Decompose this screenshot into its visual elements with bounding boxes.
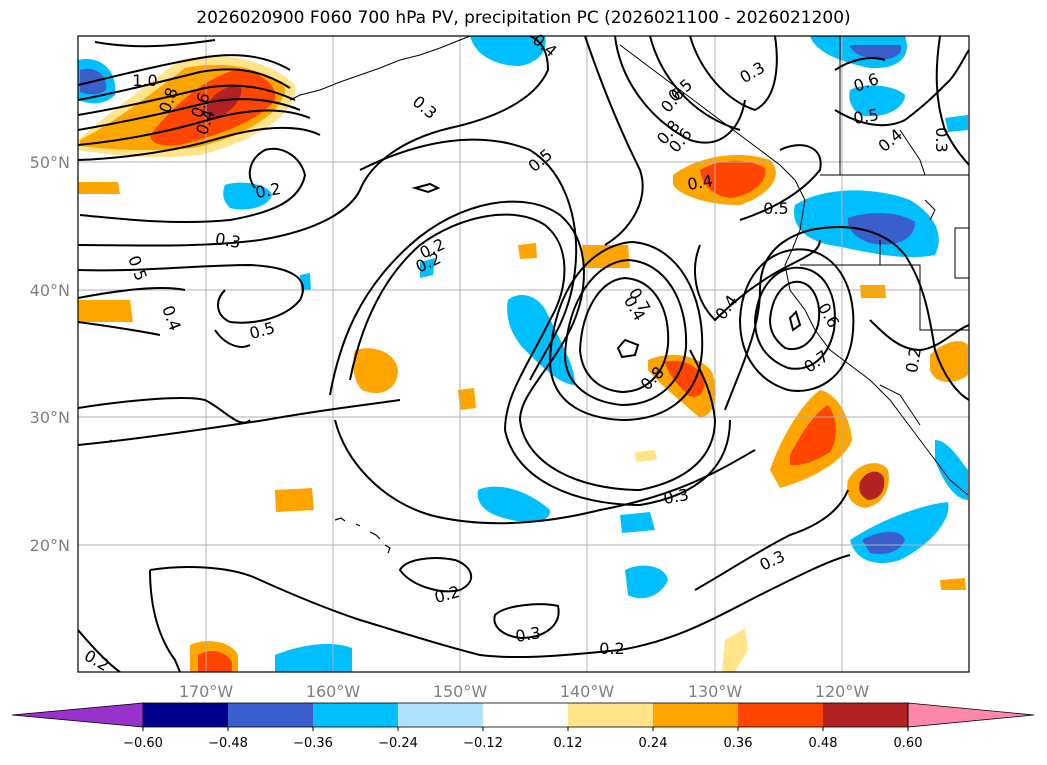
lon-label-150w: 150°W [433,682,488,701]
contour-label: 0.5 [852,105,880,128]
lat-label-30n: 30°N [30,408,70,427]
colorbar-segment [738,703,823,727]
colorbar-segment [823,703,908,727]
colorbar-segment [313,703,398,727]
contour-label: 0.3 [514,623,542,646]
contour-label: 0.5 [763,199,788,218]
lon-label-140w: 140°W [560,682,615,701]
contour-label: 0.2 [254,179,282,202]
colorbar-segment [483,703,568,727]
colorbar: −0.60 −0.48 −0.36 −0.24 −0.12 0.12 0.24 0.36 0.4… [11,702,1035,751]
colorbar-tick-label: 0.36 [724,736,753,751]
lat-label-40n: 40°N [30,281,70,300]
lon-label-170w: 170°W [179,682,234,701]
gridlines [78,36,969,672]
lat-label-50n: 50°N [30,153,70,172]
colorbar-extend-high [907,702,1035,728]
page-title: 2026020900 F060 700 hPa PV, precipitatio… [196,8,851,28]
contour-label: 1.0 [132,71,157,90]
colorbar-segment [228,703,313,727]
colorbar-tick-label: −0.60 [123,736,163,751]
colorbar-tick-label: 0.12 [554,736,583,751]
longitude-labels: 170°W 160°W 150°W 140°W 130°W 120°W [179,682,870,701]
colorbar-segment [568,703,653,727]
lon-label-120w: 120°W [815,682,870,701]
colorbar-frame [142,702,909,728]
contour-label: 0.2 [599,639,624,658]
colorbar-segment [398,703,483,727]
contour-label: 0.3 [662,485,690,508]
colorbar-tick-label: −0.24 [378,736,418,751]
coastlines [289,36,969,496]
colorbar-tick-label: −0.36 [293,736,333,751]
contour-label: 0.3 [932,127,951,152]
contour-label: 0.3 [214,229,242,252]
pv-contours [78,36,969,672]
colorbar-tick-label: −0.48 [208,736,248,751]
colorbar-tick-label: 0.24 [639,736,668,751]
colorbar-segment [143,703,228,727]
lon-label-130w: 130°W [688,682,743,701]
lon-label-160w: 160°W [306,682,361,701]
colorbar-extend-low [11,702,144,728]
colorbar-tick-label: 0.48 [809,736,838,751]
contour-label: 0.4 [686,171,714,194]
colorbar-segment [653,703,738,727]
map-content [78,36,969,672]
colorbar-tick-label: 0.60 [894,736,923,751]
lat-label-20n: 20°N [30,536,70,555]
colorbar-tick-label: −0.12 [463,736,503,751]
map-frame [77,35,970,673]
contour-label: 0.2 [902,346,925,374]
latitude-labels: 50°N 40°N 30°N 20°N [30,153,70,555]
